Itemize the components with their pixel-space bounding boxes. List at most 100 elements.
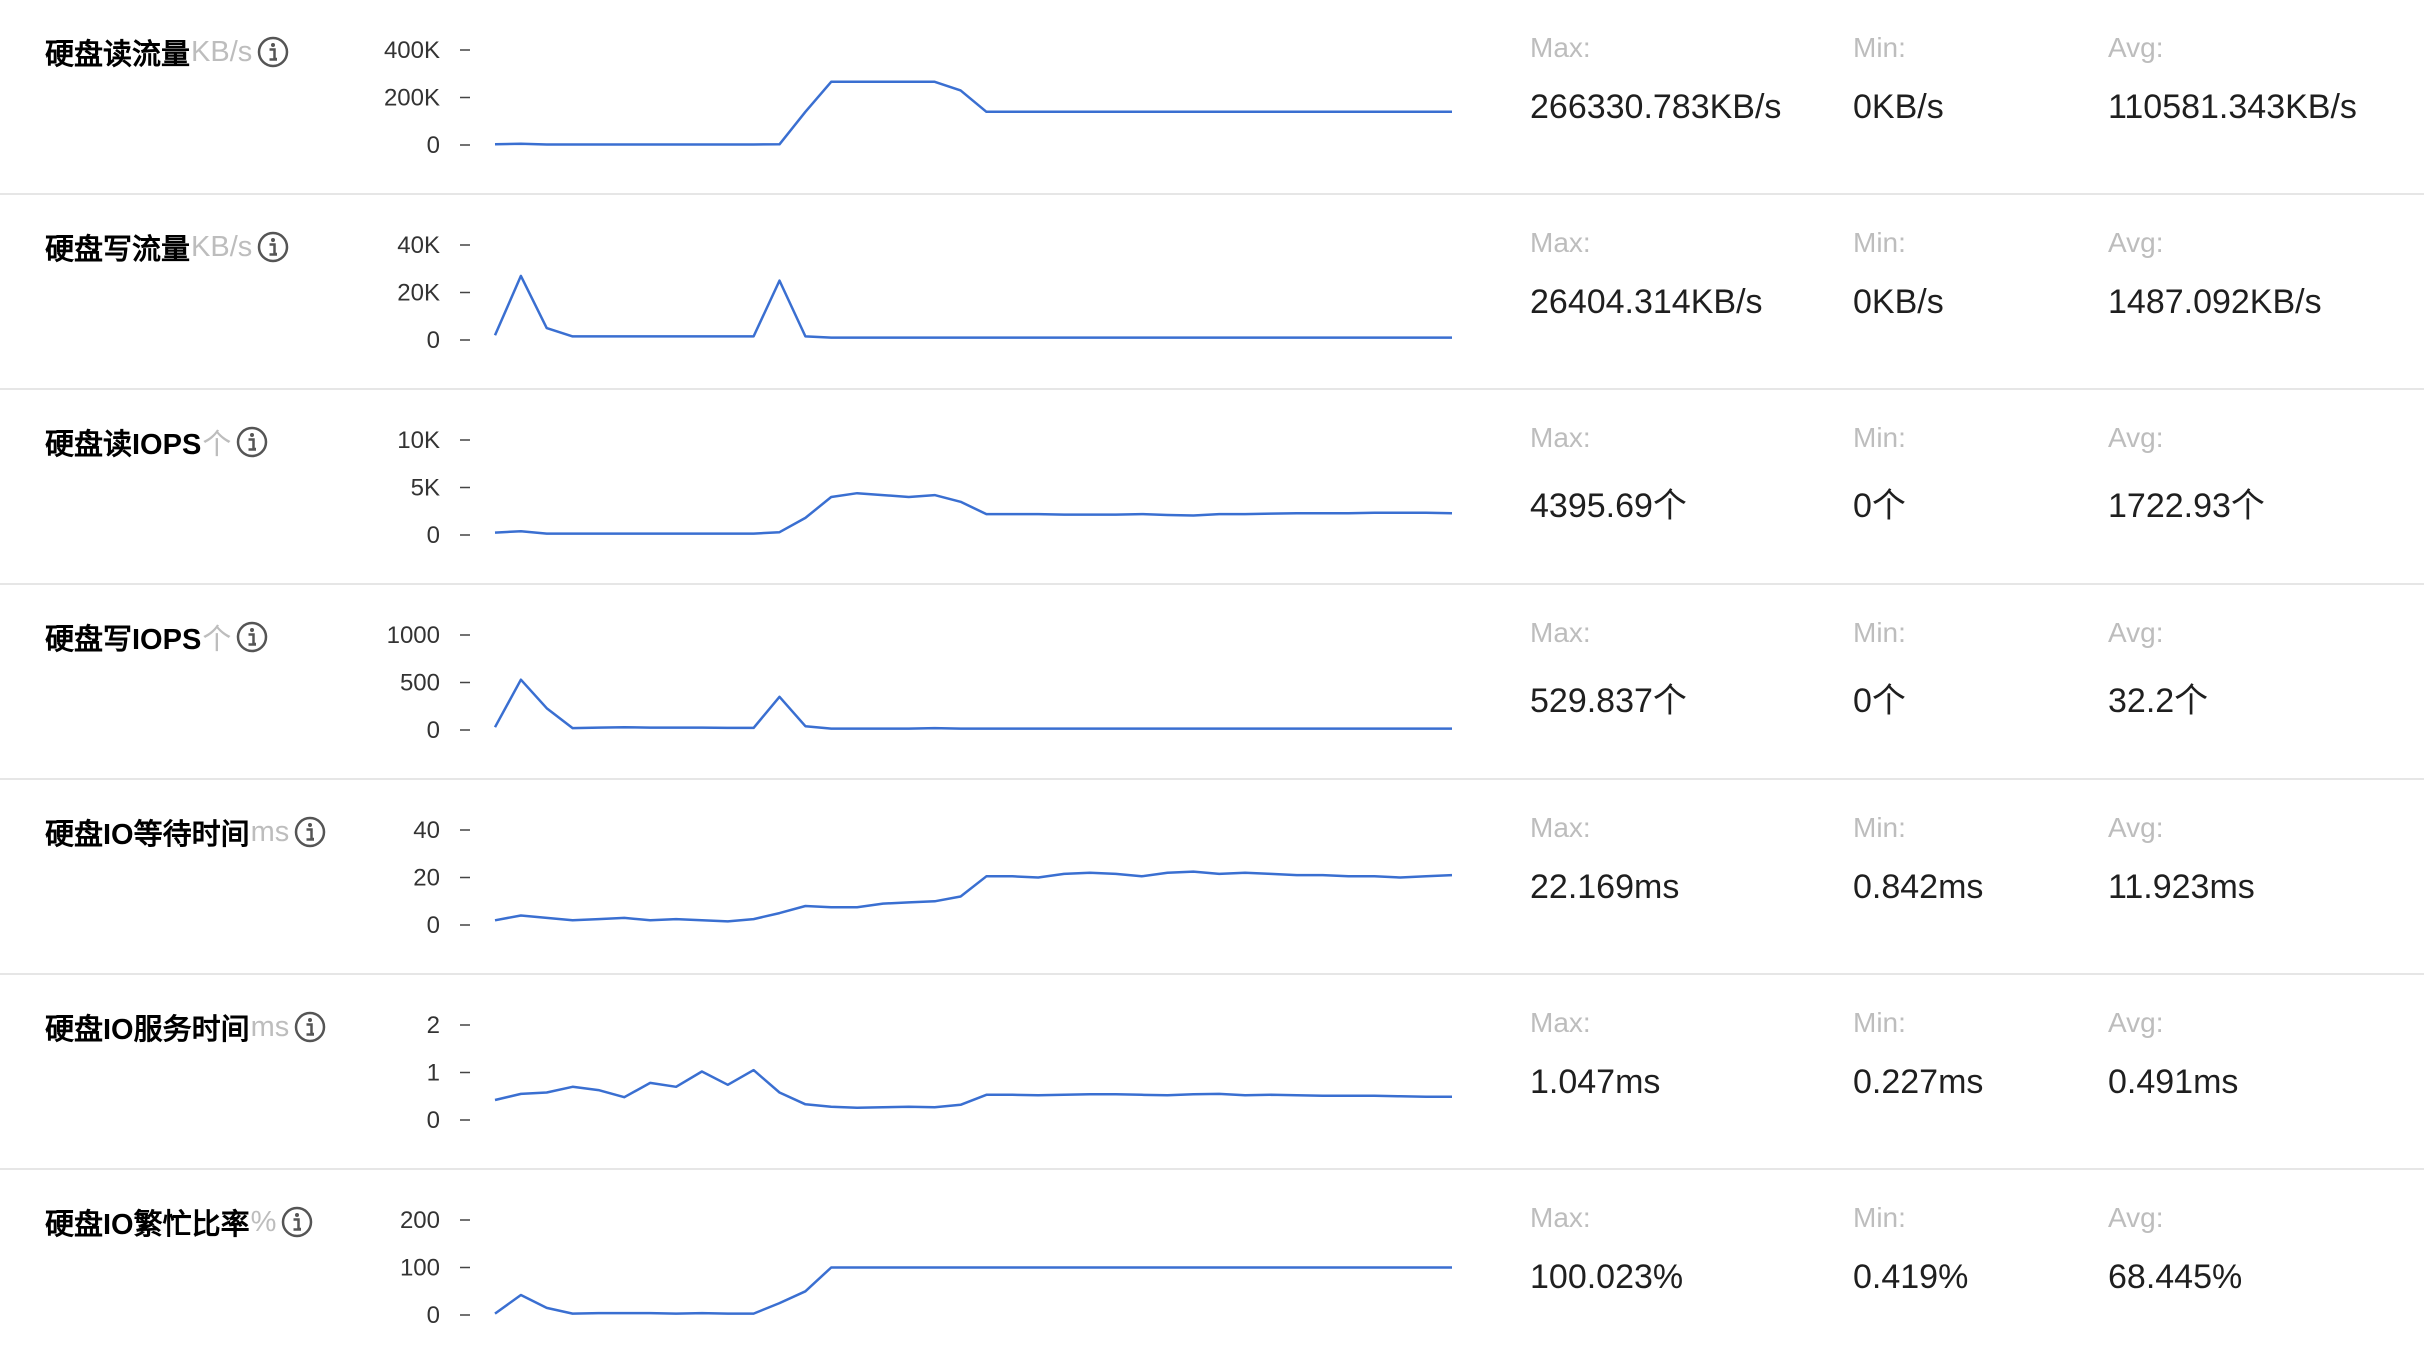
min-value: 0.419% [1853,1258,1969,1296]
max-label: Max: [1530,422,1591,453]
y-tick-label: 40 [413,817,440,844]
y-tick-label: 0 [427,1302,440,1329]
metric-title: 硬盘IO繁忙比率 % [45,1202,314,1242]
metric-unit: 个 [202,624,232,656]
series-line [494,870,1453,923]
avg-label: Avg: [2108,1007,2164,1038]
y-tick-label: 100 [400,1255,440,1282]
min-value: 0KB/s [1853,283,1944,321]
info-circle-icon[interactable] [256,35,290,69]
max-value: 100.023% [1530,1258,1684,1296]
metric-unit: 个 [202,429,232,461]
metric-chart: 0 20K 40K [397,232,1452,354]
avg-label: Avg: [2108,422,2164,453]
metric-title: 硬盘IO服务时间 ms [45,1007,327,1047]
max-label: Max: [1530,32,1591,63]
info-circle-icon[interactable] [235,620,269,654]
metric-row: 硬盘读流量 KB/s 0 200K 400K Max: 266330.783KB/s… [0,0,2424,195]
min-value: 0个 [1853,487,1906,525]
max-value: 4395.69个 [1530,487,1687,525]
metric-unit: % [250,1205,277,1238]
metric-chart: 0 200K 400K [384,37,1452,159]
y-tick-label: 20 [413,865,440,892]
min-value: 0.227ms [1853,1063,1984,1101]
metric-title-text: 硬盘写流量 [45,234,191,266]
min-label: Min: [1853,1007,1906,1038]
info-circle-icon[interactable] [293,815,327,849]
min-label: Min: [1853,1202,1906,1233]
info-circle-icon[interactable] [256,230,290,264]
metric-title: 硬盘写流量 KB/s [45,227,290,267]
series-line [494,1266,1452,1315]
metric-chart: 0 5K 10K [397,427,1453,549]
metric-unit: KB/s [191,35,253,68]
metric-title-text: 硬盘读IOPS [45,429,202,461]
avg-value: 0.491ms [2108,1063,2239,1101]
metric-title: 硬盘读流量 KB/s [45,32,290,72]
y-tick-label: 2 [427,1012,440,1039]
min-value: 0KB/s [1853,88,1944,126]
min-label: Min: [1853,227,1906,258]
y-tick-label: 0 [427,132,440,159]
max-value: 1.047ms [1530,1063,1661,1101]
max-value: 529.837个 [1530,682,1687,720]
metric-chart: 0 1 2 [427,1012,1452,1134]
info-circle-icon[interactable] [235,425,269,459]
max-label: Max: [1530,812,1591,843]
metric-unit: ms [250,1010,290,1043]
metric-title: 硬盘IO等待时间 ms [45,812,327,852]
metric-title-text: 硬盘IO服务时间 [45,1014,250,1046]
metric-chart: 0 100 200 [400,1207,1452,1329]
y-tick-label: 1000 [387,622,440,649]
metric-chart: 0 500 1000 [387,622,1452,744]
y-tick-label: 400K [384,37,440,64]
metric-unit: ms [250,815,290,848]
metric-title: 硬盘写IOPS 个 [45,617,269,657]
min-value: 0个 [1853,682,1906,720]
metric-row: 硬盘写流量 KB/s 0 20K 40K Max: 26404.314KB/s Mi… [0,195,2424,390]
max-label: Max: [1530,1007,1591,1038]
series-line [493,274,1452,339]
metric-title-text: 硬盘IO繁忙比率 [45,1209,250,1241]
avg-value: 11.923ms [2108,868,2255,906]
y-tick-label: 20K [397,280,440,307]
avg-label: Avg: [2108,227,2164,258]
series-line [493,678,1452,730]
min-label: Min: [1853,617,1906,648]
min-label: Min: [1853,422,1906,453]
avg-value: 1487.092KB/s [2108,283,2322,321]
y-tick-label: 500 [400,670,440,697]
y-tick-label: 0 [427,522,440,549]
info-circle-icon[interactable] [280,1205,314,1239]
y-tick-label: 0 [427,717,440,744]
y-tick-label: 10K [397,427,440,454]
max-value: 26404.314KB/s [1530,283,1763,321]
avg-label: Avg: [2108,812,2164,843]
min-value: 0.842ms [1853,868,1984,906]
avg-value: 1722.93个 [2108,487,2265,525]
avg-value: 68.445% [2108,1258,2243,1296]
metric-row: 硬盘IO等待时间 ms 0 20 40 Max: 22.169ms Min: 0.8… [0,780,2424,975]
avg-label: Avg: [2108,1202,2164,1233]
y-tick-label: 0 [427,1107,440,1134]
y-tick-label: 0 [427,912,440,939]
metric-title-text: 硬盘写IOPS [45,624,202,656]
max-value: 22.169ms [1530,868,1680,906]
min-label: Min: [1853,32,1906,63]
metric-chart: 0 20 40 [413,817,1453,939]
avg-value: 110581.343KB/s [2108,88,2357,126]
avg-label: Avg: [2108,617,2164,648]
avg-label: Avg: [2108,32,2164,63]
y-tick-label: 0 [427,327,440,354]
metric-row: 硬盘IO服务时间 ms 0 1 2 Max: 1.047ms Min: 0.227m… [0,975,2424,1170]
y-tick-label: 200 [400,1207,440,1234]
info-circle-icon[interactable] [293,1010,327,1044]
y-tick-label: 200K [384,85,440,112]
metric-row: 硬盘写IOPS 个 0 500 1000 Max: 529.837个 Min: 0个… [0,585,2424,780]
metric-title-text: 硬盘读流量 [45,39,191,71]
y-tick-label: 5K [411,475,440,502]
y-tick-label: 1 [427,1060,440,1087]
avg-value: 32.2个 [2108,682,2209,720]
min-label: Min: [1853,812,1906,843]
max-label: Max: [1530,617,1591,648]
